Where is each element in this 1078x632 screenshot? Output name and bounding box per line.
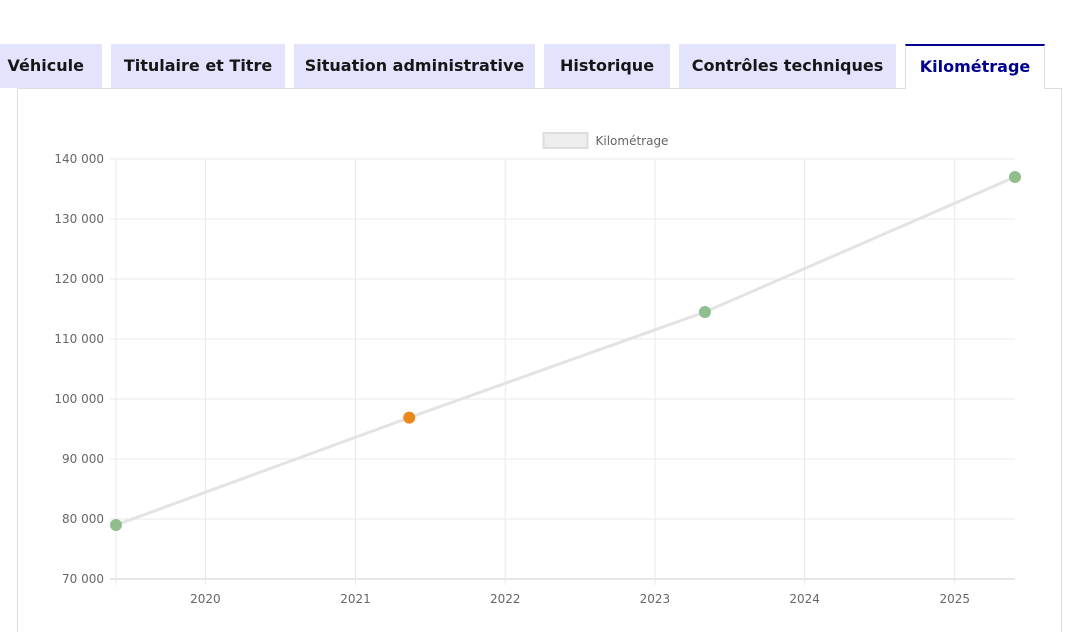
legend-swatch xyxy=(542,132,589,149)
x-tick-label: 2021 xyxy=(340,592,371,606)
tab-situation-administrative[interactable]: Situation administrative xyxy=(294,44,535,88)
y-tick-label: 140 000 xyxy=(54,152,104,166)
data-point xyxy=(403,411,416,424)
x-tick-label: 2025 xyxy=(939,592,970,606)
y-tick-label: 100 000 xyxy=(54,392,104,406)
tab-titulaire-et-titre[interactable]: Titulaire et Titre xyxy=(111,44,285,88)
x-tick-label: 2023 xyxy=(640,592,671,606)
y-tick-label: 130 000 xyxy=(54,212,104,226)
series-line xyxy=(115,175,1016,527)
x-tick-label: 2024 xyxy=(789,592,820,606)
x-tick-label: 2022 xyxy=(490,592,521,606)
y-tick-label: 80 000 xyxy=(62,512,104,526)
tab-vehicule[interactable]: Véhicule xyxy=(0,44,102,88)
y-tick-label: 120 000 xyxy=(54,272,104,286)
y-tick-label: 70 000 xyxy=(62,572,104,586)
data-point xyxy=(1009,171,1021,183)
data-point xyxy=(110,519,122,531)
tab-controles-techniques[interactable]: Contrôles techniques xyxy=(679,44,896,88)
legend-label: Kilométrage xyxy=(596,134,669,148)
data-point xyxy=(698,306,711,318)
y-tick-label: 90 000 xyxy=(62,452,104,466)
tab-historique[interactable]: Historique xyxy=(544,44,670,88)
tab-kilometrage[interactable]: Kilométrage xyxy=(905,44,1045,89)
x-tick-label: 2020 xyxy=(190,592,221,606)
tab-panel-kilometrage xyxy=(17,88,1062,632)
y-tick-label: 110 000 xyxy=(54,332,104,346)
